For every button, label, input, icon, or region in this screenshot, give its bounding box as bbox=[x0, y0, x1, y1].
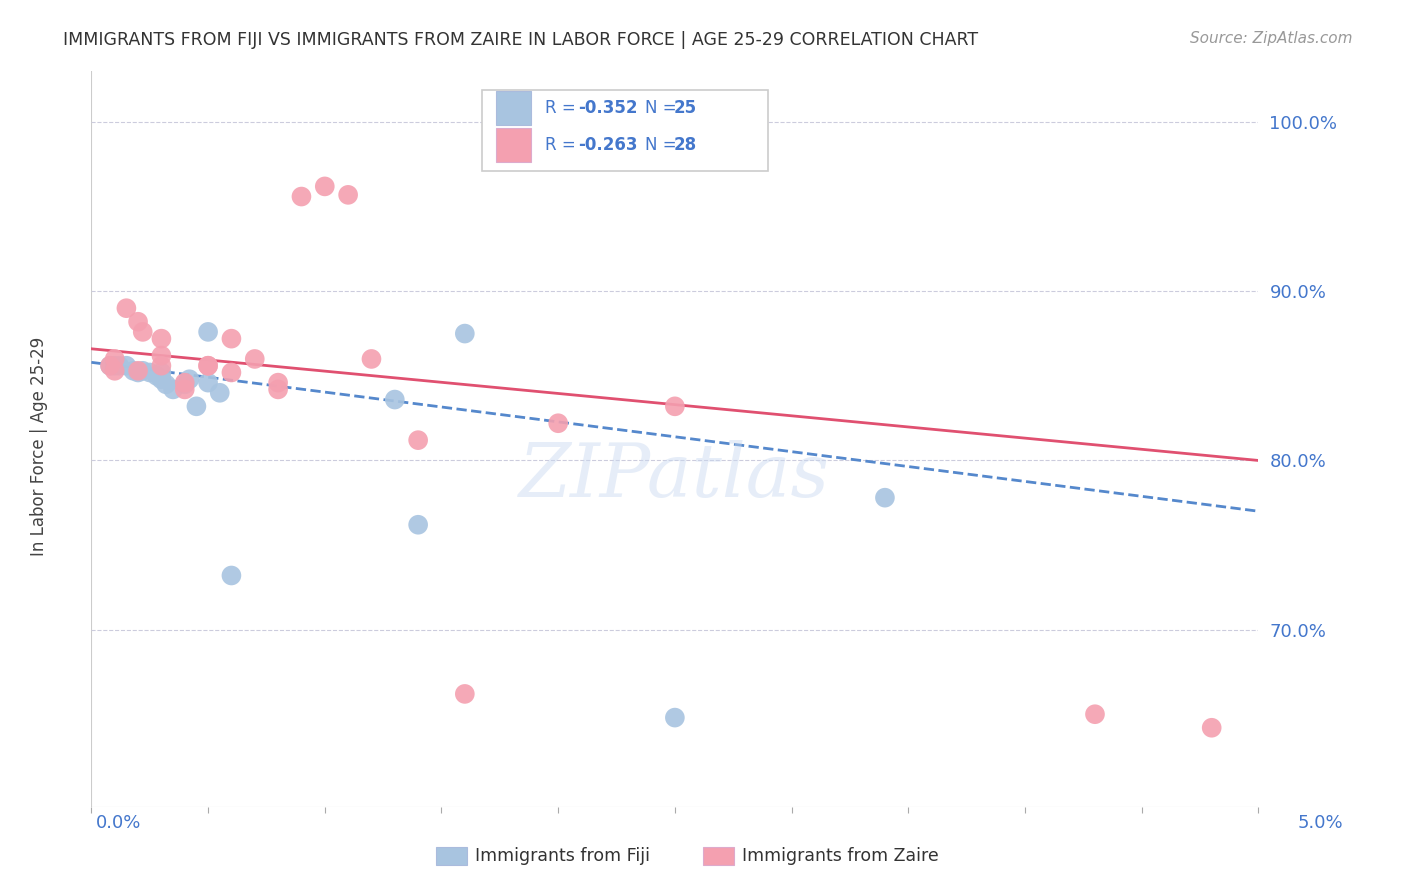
Point bbox=[173, 377, 195, 392]
Point bbox=[243, 351, 266, 366]
Point bbox=[127, 366, 149, 380]
Text: Immigrants from Fiji: Immigrants from Fiji bbox=[475, 847, 650, 865]
Text: Source: ZipAtlas.com: Source: ZipAtlas.com bbox=[1189, 31, 1353, 46]
Point bbox=[221, 366, 243, 380]
Point bbox=[337, 187, 360, 202]
Point bbox=[547, 416, 569, 430]
Point bbox=[162, 383, 184, 397]
Point bbox=[150, 349, 173, 363]
Text: N =: N = bbox=[644, 99, 682, 117]
Point bbox=[406, 433, 429, 447]
Point bbox=[208, 385, 231, 400]
Text: 5.0%: 5.0% bbox=[1298, 814, 1343, 831]
Point bbox=[132, 325, 155, 339]
Point bbox=[221, 332, 243, 346]
Text: N =: N = bbox=[644, 136, 682, 154]
Point bbox=[150, 359, 173, 373]
Point bbox=[267, 383, 290, 397]
Point bbox=[360, 351, 382, 366]
FancyBboxPatch shape bbox=[496, 91, 531, 125]
Point bbox=[98, 359, 121, 373]
Point bbox=[664, 400, 686, 414]
Text: R =: R = bbox=[546, 136, 581, 154]
Point bbox=[186, 400, 208, 414]
Point bbox=[104, 359, 127, 373]
Point bbox=[115, 359, 138, 373]
Point bbox=[127, 315, 149, 329]
FancyBboxPatch shape bbox=[496, 128, 531, 161]
Text: R =: R = bbox=[546, 99, 581, 117]
Text: 28: 28 bbox=[673, 136, 697, 154]
Point bbox=[454, 326, 477, 341]
Point bbox=[221, 568, 243, 582]
Text: -0.352: -0.352 bbox=[578, 99, 637, 117]
FancyBboxPatch shape bbox=[482, 90, 768, 170]
Point bbox=[1201, 721, 1223, 735]
Point bbox=[155, 377, 177, 392]
Point bbox=[173, 383, 195, 397]
Point bbox=[122, 364, 145, 378]
Point bbox=[267, 376, 290, 390]
Point bbox=[314, 179, 336, 194]
Point bbox=[127, 364, 149, 378]
Text: IMMIGRANTS FROM FIJI VS IMMIGRANTS FROM ZAIRE IN LABOR FORCE | AGE 25-29 CORRELA: IMMIGRANTS FROM FIJI VS IMMIGRANTS FROM … bbox=[63, 31, 979, 49]
Text: Immigrants from Zaire: Immigrants from Zaire bbox=[742, 847, 939, 865]
Point bbox=[173, 376, 195, 390]
Point bbox=[150, 332, 173, 346]
Point bbox=[98, 359, 121, 373]
Text: ZIPatlas: ZIPatlas bbox=[519, 440, 831, 512]
Point bbox=[197, 359, 219, 373]
Text: In Labor Force | Age 25-29: In Labor Force | Age 25-29 bbox=[31, 336, 48, 556]
Text: -0.263: -0.263 bbox=[578, 136, 637, 154]
Point bbox=[454, 687, 477, 701]
Point bbox=[664, 710, 686, 724]
Point bbox=[384, 392, 406, 407]
Point bbox=[145, 368, 167, 383]
Point bbox=[197, 376, 219, 390]
Point bbox=[115, 301, 138, 316]
Point bbox=[150, 372, 173, 386]
Point bbox=[104, 351, 127, 366]
Point bbox=[1084, 707, 1107, 722]
Point bbox=[138, 366, 162, 380]
Point bbox=[132, 364, 155, 378]
Text: 0.0%: 0.0% bbox=[96, 814, 141, 831]
Point bbox=[197, 325, 219, 339]
Point bbox=[197, 359, 219, 373]
Point bbox=[406, 517, 429, 532]
Point bbox=[104, 364, 127, 378]
Text: 25: 25 bbox=[673, 99, 697, 117]
Point bbox=[150, 366, 173, 380]
Point bbox=[108, 359, 131, 373]
Point bbox=[179, 372, 201, 386]
Point bbox=[290, 189, 312, 203]
Point bbox=[873, 491, 896, 505]
